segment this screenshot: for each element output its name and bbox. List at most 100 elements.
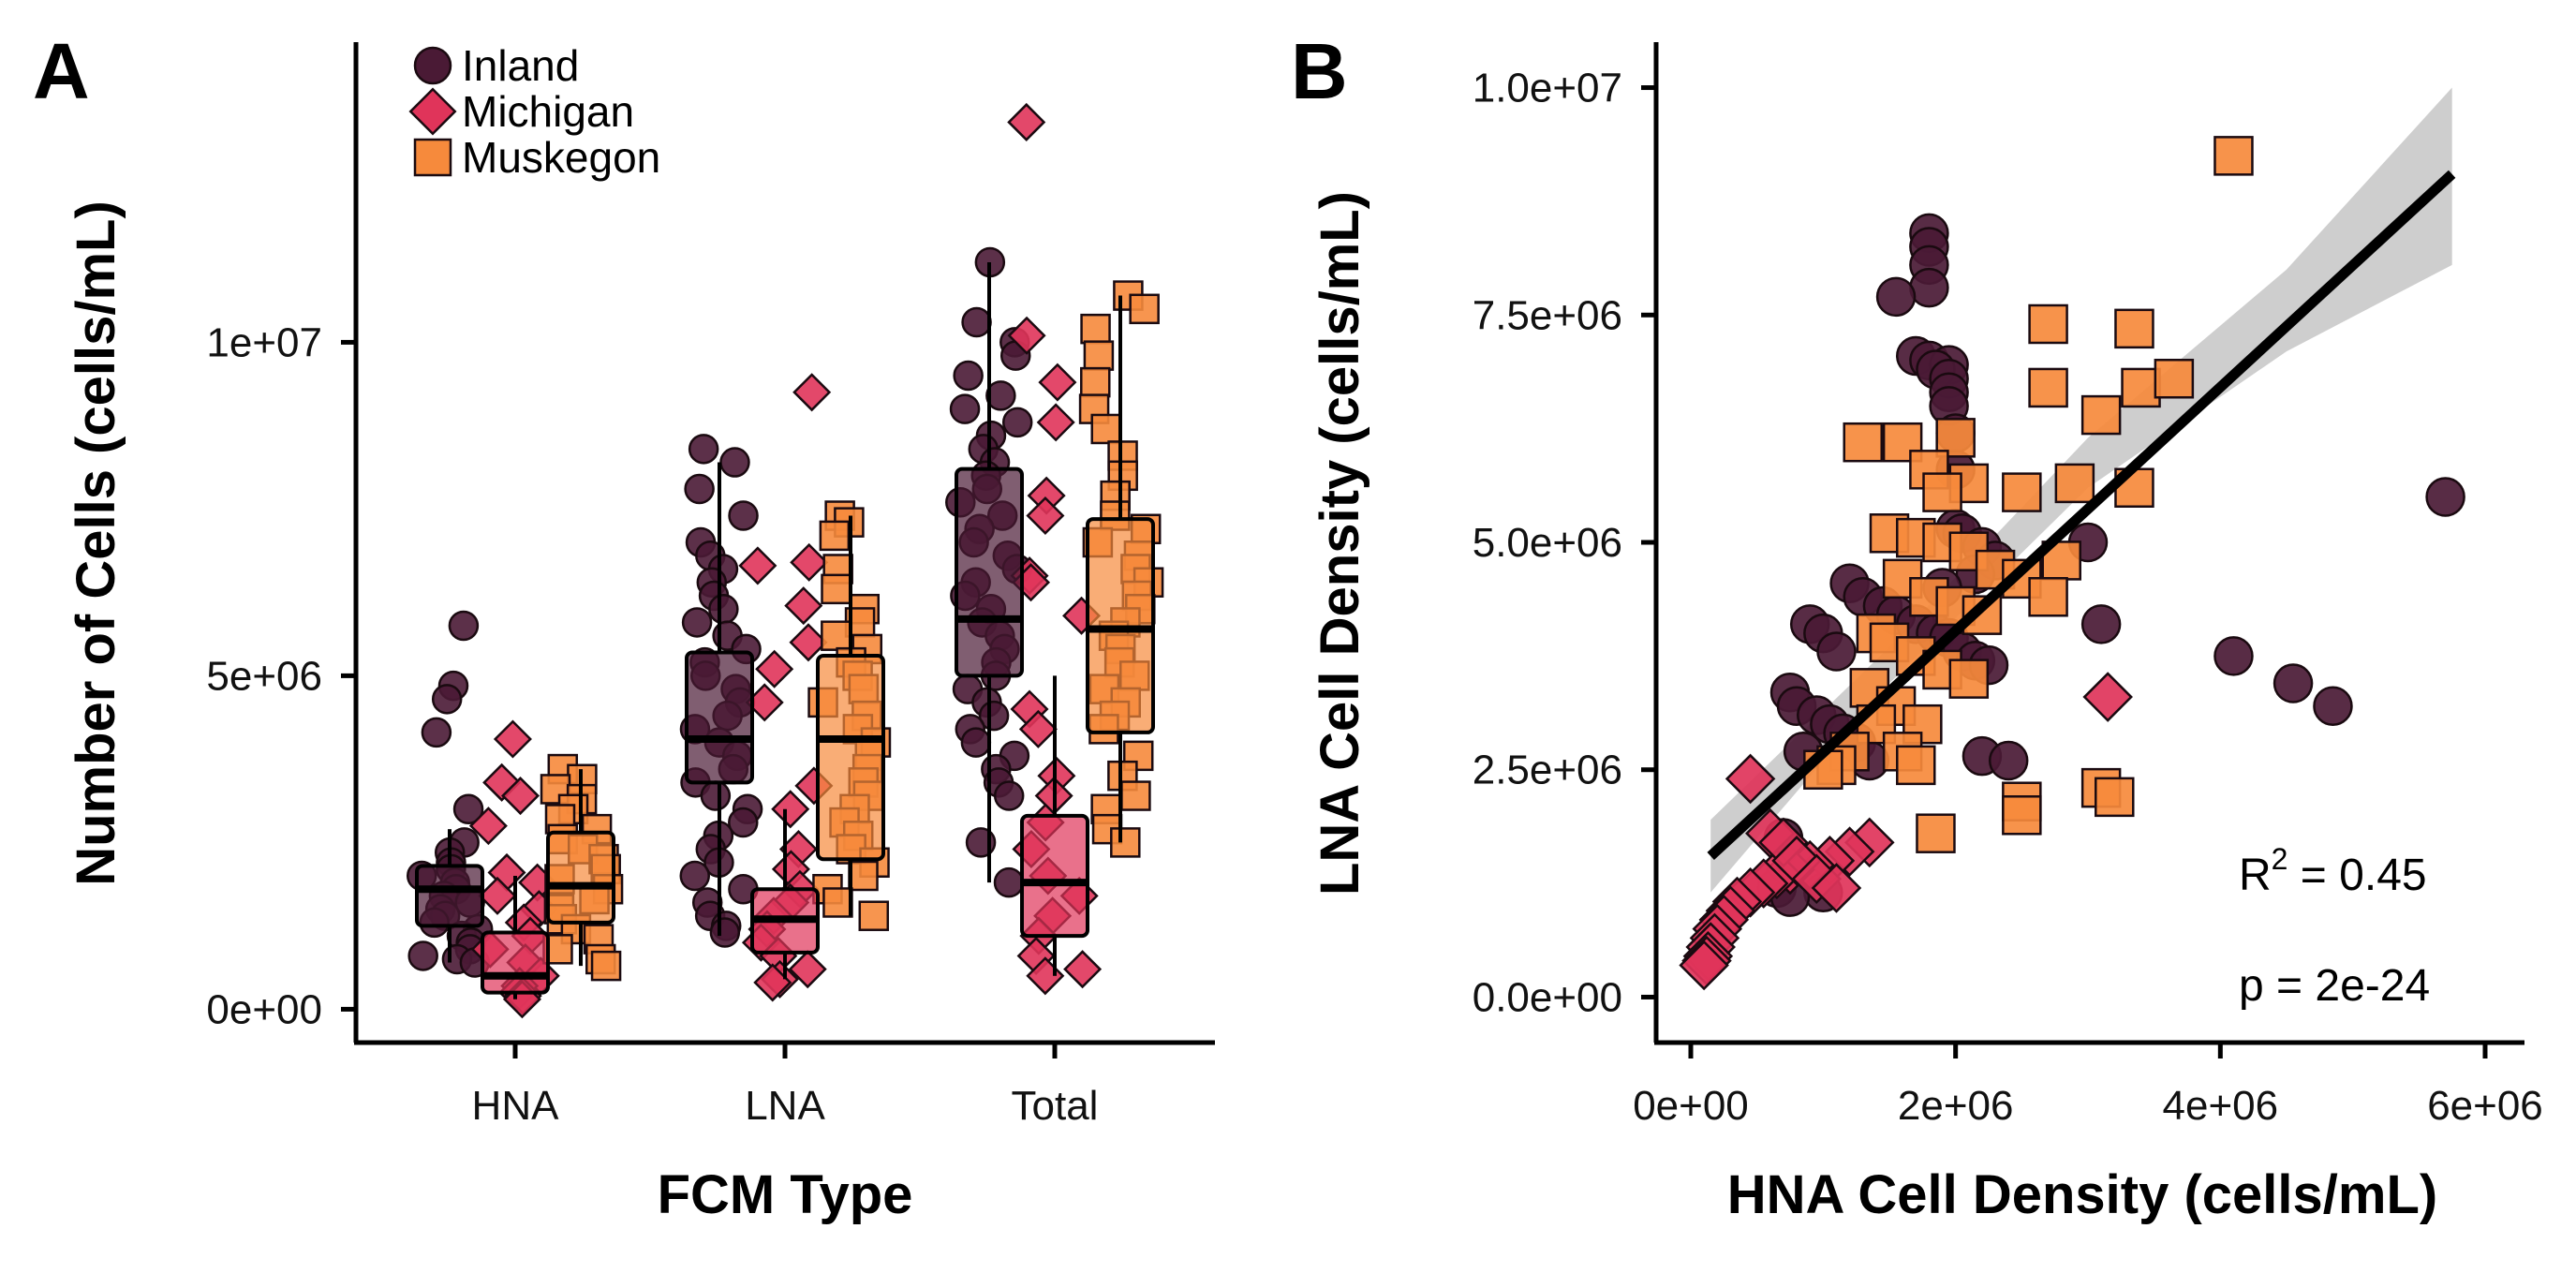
point-muskegon: [819, 520, 851, 552]
point-inland: [709, 917, 741, 948]
point-inland: [1875, 276, 1917, 318]
point-muskegon: [2154, 358, 2195, 399]
panel-b-fit-line: [1707, 170, 2456, 861]
point-muskegon: [2095, 777, 2135, 818]
point-inland: [953, 360, 984, 392]
point-michigan: [468, 807, 508, 846]
box-inland: [685, 650, 754, 785]
point-michigan: [755, 649, 794, 688]
point-muskegon: [1080, 366, 1111, 398]
point-muskegon: [2121, 367, 2161, 408]
point-michigan: [792, 373, 832, 412]
panel-a-x-ticks: HNA LNA Total: [472, 1043, 1098, 1129]
panel-a-x-title: FCM Type: [658, 1164, 913, 1225]
point-inland: [708, 593, 739, 625]
point-inland: [993, 780, 1025, 811]
panel-b-y-tick-label: 2.5e+06: [1473, 748, 1622, 793]
point-muskegon: [2002, 795, 2042, 836]
box-inland: [415, 864, 484, 928]
legend-label-michigan: Michigan: [462, 87, 634, 136]
panel-a-boxes: [415, 261, 1155, 999]
box-michigan: [481, 930, 550, 995]
point-inland: [985, 380, 1016, 411]
panel-b-y-tick-label: 1.0e+07: [1473, 66, 1622, 111]
point-michigan: [788, 950, 827, 989]
panel-b: B 0.0e+00 2.5e+06 5.0e+06 7.5e+06 1.0e+07 0e…: [1291, 27, 2543, 1225]
point-michigan: [1026, 496, 1065, 536]
legend-label-inland: Inland: [462, 41, 579, 90]
point-inland: [1001, 407, 1033, 438]
point-muskegon: [1090, 413, 1121, 445]
point-muskegon: [858, 900, 890, 931]
point-muskegon: [1110, 827, 1141, 858]
point-inland: [1988, 740, 2029, 781]
point-muskegon: [2213, 136, 2254, 176]
point-muskegon: [1083, 340, 1115, 371]
point-inland: [2425, 477, 2465, 517]
point-muskegon: [1120, 780, 1151, 811]
r-squared-value: = 0.45: [2287, 851, 2426, 900]
panel-b-x-tick-label: 0e+00: [1633, 1083, 1749, 1129]
point-muskegon: [1129, 293, 1160, 325]
point-inland: [728, 500, 759, 531]
point-inland: [431, 684, 463, 715]
panel-a-y-tick-label: 5e+06: [206, 653, 322, 699]
p-value-annotation: p = 2e-24: [2239, 961, 2430, 1011]
panel-b-x-tick-label: 2e+06: [1898, 1083, 2014, 1129]
point-michigan: [1811, 863, 1862, 913]
panel-a-y-tick-label: 1e+07: [206, 319, 322, 365]
panel-a-x-tick-label: HNA: [472, 1083, 560, 1129]
point-inland: [1816, 631, 1857, 672]
legend-label-muskegon: Muskegon: [462, 133, 660, 182]
point-inland: [961, 306, 992, 338]
point-muskegon: [2028, 303, 2068, 345]
panel-a-y-tick-label: 0e+00: [206, 986, 322, 1032]
point-muskegon: [2080, 394, 2122, 436]
point-michigan: [1679, 940, 1729, 991]
point-michigan: [738, 546, 777, 585]
legend-key-inland: [413, 46, 452, 85]
point-inland: [719, 447, 750, 478]
point-muskegon: [822, 887, 853, 918]
point-inland: [1909, 267, 1949, 308]
point-michigan: [790, 542, 829, 582]
panel-b-points: [1679, 136, 2465, 991]
point-inland: [681, 607, 713, 638]
panel-label-b: B: [1291, 27, 1348, 115]
point-inland: [688, 434, 719, 465]
point-michigan: [500, 777, 540, 816]
point-muskegon: [2028, 577, 2068, 617]
panel-b-x-tick-label: 6e+06: [2427, 1083, 2543, 1129]
panel-b-x-title: HNA Cell Density (cells/mL): [1727, 1164, 2437, 1225]
point-michigan: [478, 876, 517, 915]
panel-a-x-tick-label: LNA: [745, 1083, 825, 1129]
panel-b-y-tick-label: 0.0e+00: [1473, 974, 1622, 1020]
point-inland: [684, 473, 715, 505]
panel-b-y-ticks: 0.0e+00 2.5e+06 5.0e+06 7.5e+06 1.0e+07: [1473, 66, 1656, 1020]
point-inland: [407, 940, 438, 971]
panel-b-x-ticks: 0e+00 2e+06 4e+06 6e+06: [1633, 1043, 2543, 1129]
point-michigan: [493, 719, 532, 759]
legend-key-muskegon: [413, 138, 452, 177]
panel-a-y-ticks: 0e+00 5e+06 1e+07: [206, 319, 356, 1032]
point-michigan: [1007, 102, 1046, 141]
point-muskegon: [2002, 472, 2042, 512]
point-muskegon: [1080, 313, 1111, 345]
point-inland: [978, 700, 1010, 732]
point-michigan: [2082, 672, 2133, 722]
point-inland: [2273, 663, 2314, 703]
panel-a-y-title: Number of Cells (cells/mL): [66, 200, 126, 886]
point-muskegon: [1896, 745, 1936, 786]
point-muskegon: [2028, 367, 2068, 408]
point-muskegon: [821, 573, 851, 605]
box-muskegon: [546, 830, 615, 925]
point-michigan: [1036, 403, 1075, 442]
point-inland: [993, 866, 1025, 898]
point-inland: [452, 793, 484, 825]
point-michigan: [1038, 363, 1077, 402]
point-inland: [949, 393, 981, 424]
point-michigan: [1063, 950, 1103, 989]
r-squared-symbol: R: [2239, 851, 2272, 900]
panel-label-a: A: [33, 27, 90, 115]
r-squared-superscript: 2: [2272, 842, 2288, 876]
